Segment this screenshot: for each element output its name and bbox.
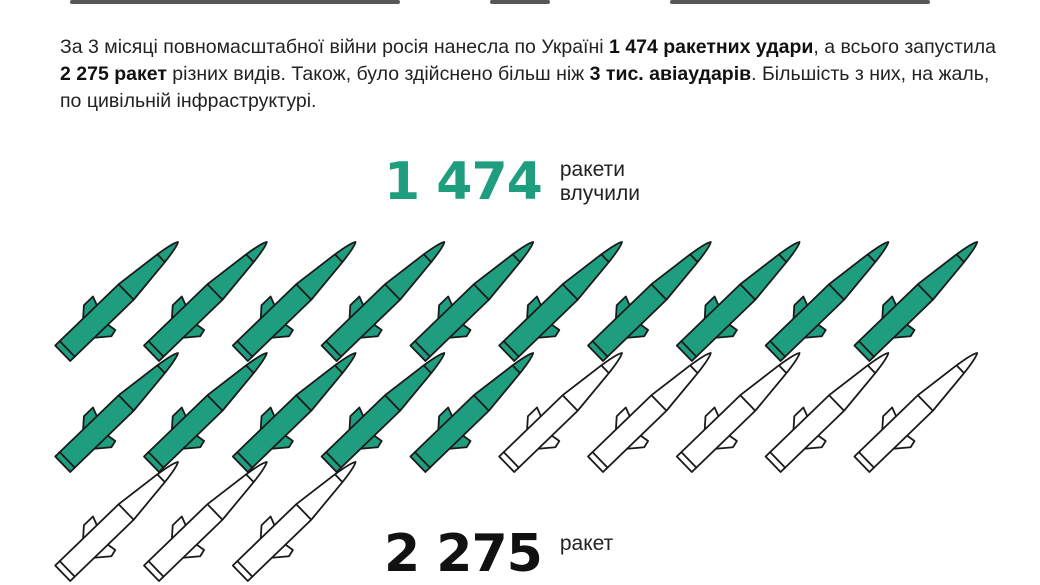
intro-text: різних видів. Також, було здійснено біль… <box>166 63 590 85</box>
missile-icon-hit <box>853 241 979 362</box>
stat-hit-number: 1 474 <box>384 152 543 212</box>
missile-icon-missed <box>587 352 712 473</box>
missile-icon-missed <box>675 352 801 473</box>
missile-icon-missed <box>853 352 979 473</box>
cropped-title <box>70 0 970 4</box>
missile-icon-hit <box>143 352 268 473</box>
missile-icon-hit <box>143 241 268 362</box>
intro-highlight-strikes: 1 474 ракетних удари <box>609 36 814 58</box>
stat-hit: 1 474 ракети влучили <box>384 156 640 208</box>
missile-icon-hit <box>320 241 446 362</box>
stat-total-number: 2 275 <box>384 524 543 584</box>
missile-icon-hit <box>675 241 801 362</box>
intro-text: За 3 місяці повномасштабної війни росія … <box>60 36 609 58</box>
stat-hit-label: ракети влучили <box>560 158 640 206</box>
missile-icon-hit <box>231 241 357 362</box>
missile-icon-hit <box>54 241 179 362</box>
missile-icon-hit <box>320 352 446 473</box>
missile-icon-hit <box>587 241 712 362</box>
stat-hit-label-line1: ракети <box>559 158 625 181</box>
missile-icon-missed <box>231 461 357 582</box>
intro-text: , а всього запустила <box>813 36 997 58</box>
missile-icon-hit <box>231 352 357 473</box>
intro-paragraph: За 3 місяці повномасштабної війни росія … <box>60 34 1000 115</box>
missile-icon-hit <box>54 352 179 473</box>
missile-icon-hit <box>764 241 890 362</box>
stat-total: 2 275 ракет <box>384 528 613 580</box>
intro-highlight-launched: 2 275 ракет <box>60 63 167 85</box>
missile-icon-hit <box>498 241 623 362</box>
stat-total-label: ракет <box>559 532 614 555</box>
intro-highlight-airstrikes: 3 тис. авіаударів <box>589 63 752 85</box>
missile-icon-hit <box>409 352 535 473</box>
missile-icon-hit <box>409 241 535 362</box>
missile-icon-missed <box>143 461 268 582</box>
stat-hit-label-line2: влучили <box>559 182 640 205</box>
missile-icon-missed <box>54 461 179 582</box>
intro-text: . Більшість з них, на жаль, по цивільній… <box>60 63 990 112</box>
missile-icon-missed <box>498 352 623 473</box>
missile-icon-missed <box>764 352 890 473</box>
